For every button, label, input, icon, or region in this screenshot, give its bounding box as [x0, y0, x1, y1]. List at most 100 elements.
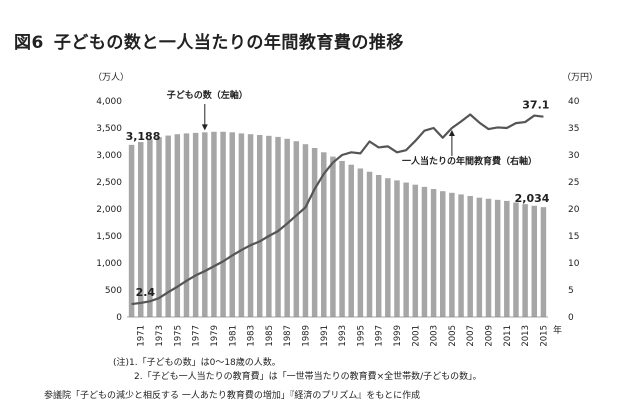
bar-1994 [348, 164, 354, 317]
chart-labels: 3,188 2,034 2.4 37.1 子どもの数（左軸） 一人当たりの年間教育費（右軸… [126, 89, 550, 299]
notes: (注)1.「子どもの数」は0〜18歳の人数。 2.「子ども一人当たりの教育費」は… [113, 356, 482, 384]
axes: 0 500 1,000 1,500 2,000 2,500 3,000 3,500 4,000 （… [93, 72, 598, 347]
y-left-unit: （万人） [93, 72, 129, 83]
annotation-arrow-2-head [448, 130, 455, 136]
y-left-tick-1: 500 [105, 286, 122, 296]
bar-1995 [357, 168, 364, 317]
y-left-tick-8: 4,000 [96, 97, 122, 107]
x-tick-2001: 2001 [411, 325, 421, 347]
bar-label-2015: 2,034 [515, 192, 550, 205]
x-tick-2007: 2007 [466, 325, 476, 347]
bar-1997 [375, 174, 382, 317]
x-tick-1979: 1979 [210, 325, 220, 347]
bar-1988 [293, 141, 300, 317]
bar-1993 [339, 160, 345, 317]
x-tick-2011: 2011 [503, 325, 513, 347]
y-right-unit: （万円） [562, 72, 598, 83]
x-tick-1997: 1997 [375, 325, 385, 347]
y-right-tick-0: 0 [568, 313, 574, 323]
bar-series [128, 131, 547, 317]
y-left-tick-6: 3,000 [96, 151, 122, 161]
x-tick-1973: 1973 [155, 325, 165, 347]
bar-2002 [421, 186, 428, 317]
annotation-education-cost: 一人当たりの年間教育費（右軸） [402, 155, 537, 167]
bar-2011 [504, 200, 510, 317]
bar-2013 [522, 204, 528, 317]
y-right-tick-2: 10 [568, 259, 580, 269]
page-title: 図6 子どもの数と一人当たりの年間教育費の推移 [14, 28, 404, 53]
source-text: 参議院「子どもの減少と相反する 一人あたり教育費の増加」『経済のプリズム』をもと… [44, 391, 421, 401]
line-label-1970: 2.4 [136, 286, 156, 299]
y-right-tick-4: 20 [568, 205, 580, 215]
bar-1991 [321, 152, 327, 317]
bar-1978 [202, 132, 208, 317]
x-tick-1989: 1989 [301, 325, 311, 347]
x-tick-2009: 2009 [485, 325, 495, 347]
bar-1992 [330, 156, 336, 317]
bar-2003 [430, 189, 437, 317]
bar-2014 [531, 205, 538, 317]
bar-1976 [183, 133, 190, 317]
x-tick-1985: 1985 [265, 325, 275, 347]
x-tick-1991: 1991 [320, 325, 330, 347]
x-tick-1983: 1983 [247, 325, 257, 347]
bar-2000 [403, 182, 409, 317]
bar-1973 [156, 137, 162, 317]
bar-1971 [137, 142, 144, 317]
bar-2015 [540, 207, 547, 317]
y-left-tick-4: 2,000 [96, 205, 122, 215]
x-tick-1995: 1995 [356, 325, 366, 347]
figure-number: 図6 [14, 33, 44, 53]
note-2: 2.「子ども一人当たりの教育費」は「一世帯当たりの教育費×全世帯数/子どもの数」… [134, 372, 482, 382]
x-unit: 年 [553, 324, 562, 336]
bar-1986 [275, 136, 281, 317]
bar-1987 [284, 138, 290, 317]
bar-1980 [220, 131, 226, 317]
y-right-tick-8: 40 [568, 97, 580, 107]
annotation-arrow-1-head [201, 124, 208, 131]
bar-2012 [513, 202, 519, 317]
y-right-tick-6: 30 [568, 151, 580, 161]
bar-1989 [302, 144, 309, 317]
bar-2010 [494, 199, 501, 317]
note-1: (注)1.「子どもの数」は0〜18歳の人数。 [113, 358, 281, 368]
bar-1996 [366, 171, 373, 317]
x-tick-2013: 2013 [521, 325, 531, 347]
bar-1999 [394, 180, 400, 317]
bar-2001 [412, 184, 419, 317]
x-tick-1987: 1987 [283, 325, 293, 347]
y-right-tick-5: 25 [568, 178, 579, 188]
bar-1990 [311, 147, 318, 317]
x-tick-1999: 1999 [393, 325, 403, 347]
x-tick-1993: 1993 [338, 325, 348, 347]
x-tick-1975: 1975 [173, 325, 183, 347]
y-right-tick-3: 15 [568, 232, 579, 242]
annotation-children-count: 子どもの数（左軸） [167, 89, 248, 101]
bar-1975 [174, 134, 181, 317]
x-tick-1977: 1977 [192, 325, 202, 347]
y-right-tick-7: 35 [568, 124, 579, 134]
y-right-tick-1: 5 [568, 286, 574, 296]
x-tick-2005: 2005 [448, 325, 458, 347]
bar-1982 [238, 133, 245, 317]
y-left-tick-0: 0 [116, 313, 122, 323]
bar-1998 [385, 178, 391, 317]
bar-2006 [458, 194, 464, 317]
y-left-tick-3: 1,500 [96, 232, 122, 242]
x-tick-2015: 2015 [539, 325, 549, 347]
bar-label-1970: 3,188 [126, 130, 161, 143]
bar-1970 [128, 144, 135, 317]
figure-title-text: 子どもの数と一人当たりの年間教育費の推移 [53, 33, 404, 53]
x-tick-1981: 1981 [228, 325, 238, 347]
x-tick-2003: 2003 [430, 325, 440, 347]
line-series [131, 113, 544, 306]
bar-2007 [467, 196, 473, 317]
line-label-2015: 37.1 [522, 99, 549, 112]
bar-1977 [192, 132, 199, 317]
bar-1979 [211, 131, 217, 317]
y-left-tick-2: 1,000 [96, 259, 122, 269]
bar-1972 [147, 139, 153, 317]
bar-1984 [256, 135, 263, 317]
x-tick-1971: 1971 [137, 325, 147, 347]
